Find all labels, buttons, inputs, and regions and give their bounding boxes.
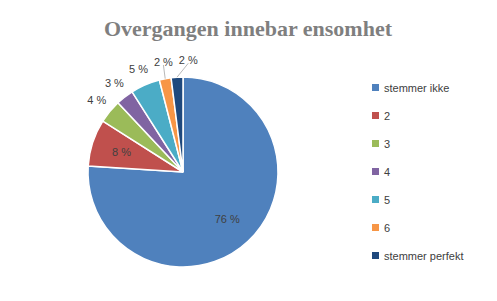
legend-swatch	[372, 196, 379, 203]
slice	[159, 78, 183, 172]
legend-item: stemmer ikke	[372, 82, 449, 94]
legend-item: 2	[372, 110, 390, 122]
legend-label: 6	[384, 222, 390, 234]
slice	[88, 77, 278, 267]
chart: Overgangen innebar ensomhet 76 % 8 % 4 % 3 %…	[0, 0, 497, 301]
data-label: 8 %	[112, 146, 131, 158]
data-label: 3 %	[105, 77, 124, 89]
data-label: 76 %	[215, 213, 240, 225]
data-label: 4 %	[87, 94, 106, 106]
legend-label: 3	[384, 138, 390, 150]
legend-label: 5	[384, 194, 390, 206]
legend: stemmer ikke 2 3 4 5 6 stemmer perfekt	[372, 82, 463, 262]
pie: 76 % 8 % 4 % 3 % 5 % 2 % 2 %	[87, 54, 278, 267]
data-label: 5 %	[129, 63, 148, 75]
legend-swatch	[372, 140, 379, 147]
legend-label: stemmer ikke	[384, 82, 449, 94]
legend-swatch	[372, 112, 379, 119]
legend-label: stemmer perfekt	[384, 250, 463, 262]
legend-label: 2	[384, 110, 390, 122]
legend-swatch	[372, 168, 379, 175]
legend-swatch	[372, 224, 379, 231]
legend-item: stemmer perfekt	[372, 250, 463, 262]
data-label: 2 %	[179, 54, 198, 66]
legend-item: 4	[372, 166, 390, 178]
legend-label: 4	[384, 166, 390, 178]
data-label: 2 %	[154, 56, 173, 68]
legend-swatch	[372, 84, 379, 91]
legend-item: 3	[372, 138, 390, 150]
legend-item: 6	[372, 222, 390, 234]
legend-swatch	[372, 252, 379, 259]
legend-item: 5	[372, 194, 390, 206]
title: Overgangen innebar ensomhet	[104, 16, 393, 41]
slice	[171, 77, 183, 172]
